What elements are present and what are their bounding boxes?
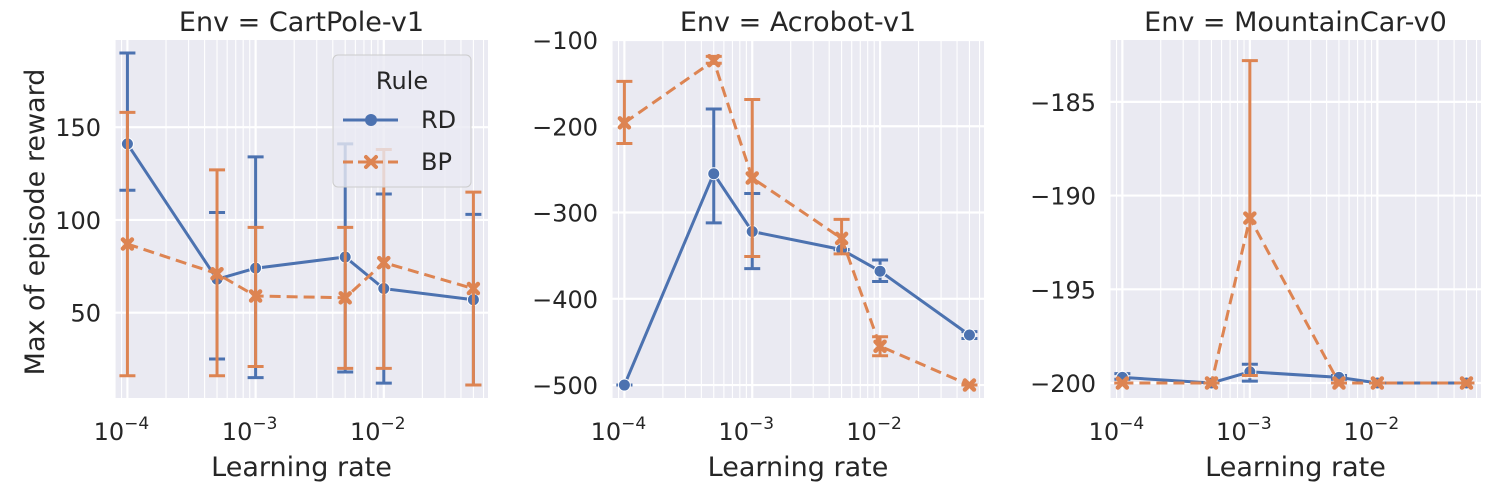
data-point: [873, 264, 887, 278]
plot-area: [612, 40, 984, 398]
data-point: [617, 116, 632, 130]
data-point: [1115, 376, 1130, 390]
y-tick-label: 100: [55, 207, 101, 235]
x-tick-label: 10−4: [591, 414, 647, 446]
y-tick-label: −300: [532, 200, 598, 228]
x-axis-label: Learning rate: [1205, 452, 1386, 483]
data-point: [466, 281, 481, 296]
series-line: [126, 242, 474, 300]
legend: Rule RD BP: [332, 54, 472, 188]
data-point: [1459, 376, 1474, 390]
data-point: [617, 378, 631, 392]
panel-title: Env = MountainCar-v0: [1144, 7, 1447, 38]
plot-area: [1110, 40, 1481, 398]
x-tick-label: 10−3: [718, 414, 774, 446]
legend-bp-marker: [364, 155, 378, 169]
data-point: [962, 378, 977, 392]
x-tick-label: 10−3: [1216, 414, 1272, 446]
data-point: [1243, 211, 1257, 225]
data-point: [248, 289, 263, 303]
data-point: [1370, 376, 1385, 390]
panel-2: Env = Acrobot-v1 −500 −400 −300 −200 −100 10−4…: [532, 7, 984, 483]
series-line: [623, 58, 970, 387]
y-tick-label: −100: [532, 27, 598, 55]
grid: [611, 38, 984, 398]
y-tick-label: −185: [1030, 89, 1096, 117]
data-point: [834, 231, 849, 246]
y-tick-label: −200: [1030, 370, 1096, 398]
data-point: [377, 255, 391, 270]
x-tick-label: 10−2: [1344, 414, 1400, 446]
series-line: [1122, 213, 1467, 385]
y-tick-label: −190: [1030, 183, 1096, 211]
error-bar: [705, 107, 722, 225]
legend-box: [332, 54, 472, 188]
panel-title: Env = Acrobot-v1: [680, 7, 916, 38]
x-tick-label: 10−4: [94, 414, 150, 446]
data-point: [1332, 376, 1346, 390]
data-point: [210, 266, 224, 281]
data-point: [873, 339, 887, 353]
y-tick-label: −500: [532, 372, 598, 400]
x-tick-label: 10−2: [846, 414, 902, 446]
data-point: [962, 328, 976, 342]
y-tick-label: −400: [532, 286, 598, 314]
y-axis-label: Max of episode reward: [20, 69, 51, 376]
y-tick-label: −200: [532, 113, 598, 141]
series-bp: [1114, 59, 1475, 390]
series-line: [623, 170, 971, 386]
legend-rd-label: RD: [421, 106, 456, 134]
y-tick-label: 50: [70, 300, 101, 328]
panel-title: Env = CartPole-v1: [179, 7, 424, 38]
panel-3: Env = MountainCar-v0 −200 −195 −190 −185 10−4…: [1030, 7, 1481, 483]
data-point: [1204, 376, 1219, 390]
legend-rd-marker: [365, 114, 377, 126]
series-bp: [119, 110, 482, 387]
data-point: [707, 167, 721, 181]
series-bp: [616, 53, 978, 392]
x-tick-label: 10−2: [350, 414, 406, 446]
y-tick-label: −195: [1030, 276, 1096, 304]
y-tick-label: 150: [55, 114, 101, 142]
data-point: [338, 291, 352, 305]
x-axis-label: Learning rate: [211, 452, 392, 483]
data-point: [745, 171, 759, 185]
data-point: [706, 53, 721, 68]
legend-title: Rule: [376, 67, 428, 95]
legend-bp-label: BP: [421, 148, 452, 176]
series-line: [126, 143, 474, 302]
data-point: [120, 237, 135, 251]
error-bar: [616, 79, 633, 146]
x-axis-label: Learning rate: [708, 452, 889, 483]
x-tick-label: 10−4: [1089, 414, 1145, 446]
x-tick-label: 10−3: [222, 414, 278, 446]
